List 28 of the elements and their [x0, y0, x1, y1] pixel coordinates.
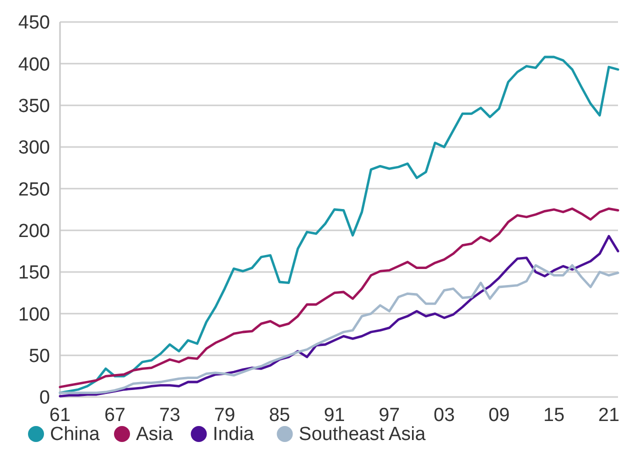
- line-series: [58, 234, 620, 398]
- y-tick-label: 150: [18, 262, 50, 284]
- legend-label: China: [50, 424, 100, 445]
- x-tick-label: 85: [268, 405, 290, 426]
- y-tick-label: 50: [28, 346, 50, 367]
- y-tick-label: 300: [18, 138, 50, 159]
- y-tick-label: 0: [39, 388, 50, 409]
- x-tick-label: 03: [434, 405, 455, 426]
- x-tick-label: 09: [488, 405, 510, 426]
- line-series: [58, 207, 620, 388]
- legend-label: Asia: [136, 424, 174, 445]
- x-tick-label: 67: [104, 405, 126, 426]
- legend-label: Southeast Asia: [298, 424, 426, 445]
- x-tick-label: 73: [159, 405, 180, 426]
- line-series: [58, 264, 620, 394]
- legend-label: India: [212, 424, 254, 445]
- y-tick-label: 200: [18, 220, 50, 242]
- y-tick-label: 400: [18, 54, 50, 76]
- x-tick-label: 91: [324, 405, 345, 426]
- y-tick-label: 250: [18, 179, 50, 200]
- x-tick-label: 97: [378, 405, 400, 426]
- x-tick-label: 79: [214, 405, 236, 426]
- y-tick-label: 450: [18, 12, 50, 34]
- x-tick-label: 15: [543, 405, 565, 426]
- y-tick-label: 350: [18, 96, 50, 117]
- x-tick-label: 61: [49, 405, 71, 426]
- y-tick-label: 100: [18, 304, 50, 326]
- x-tick-label: 21: [598, 405, 620, 426]
